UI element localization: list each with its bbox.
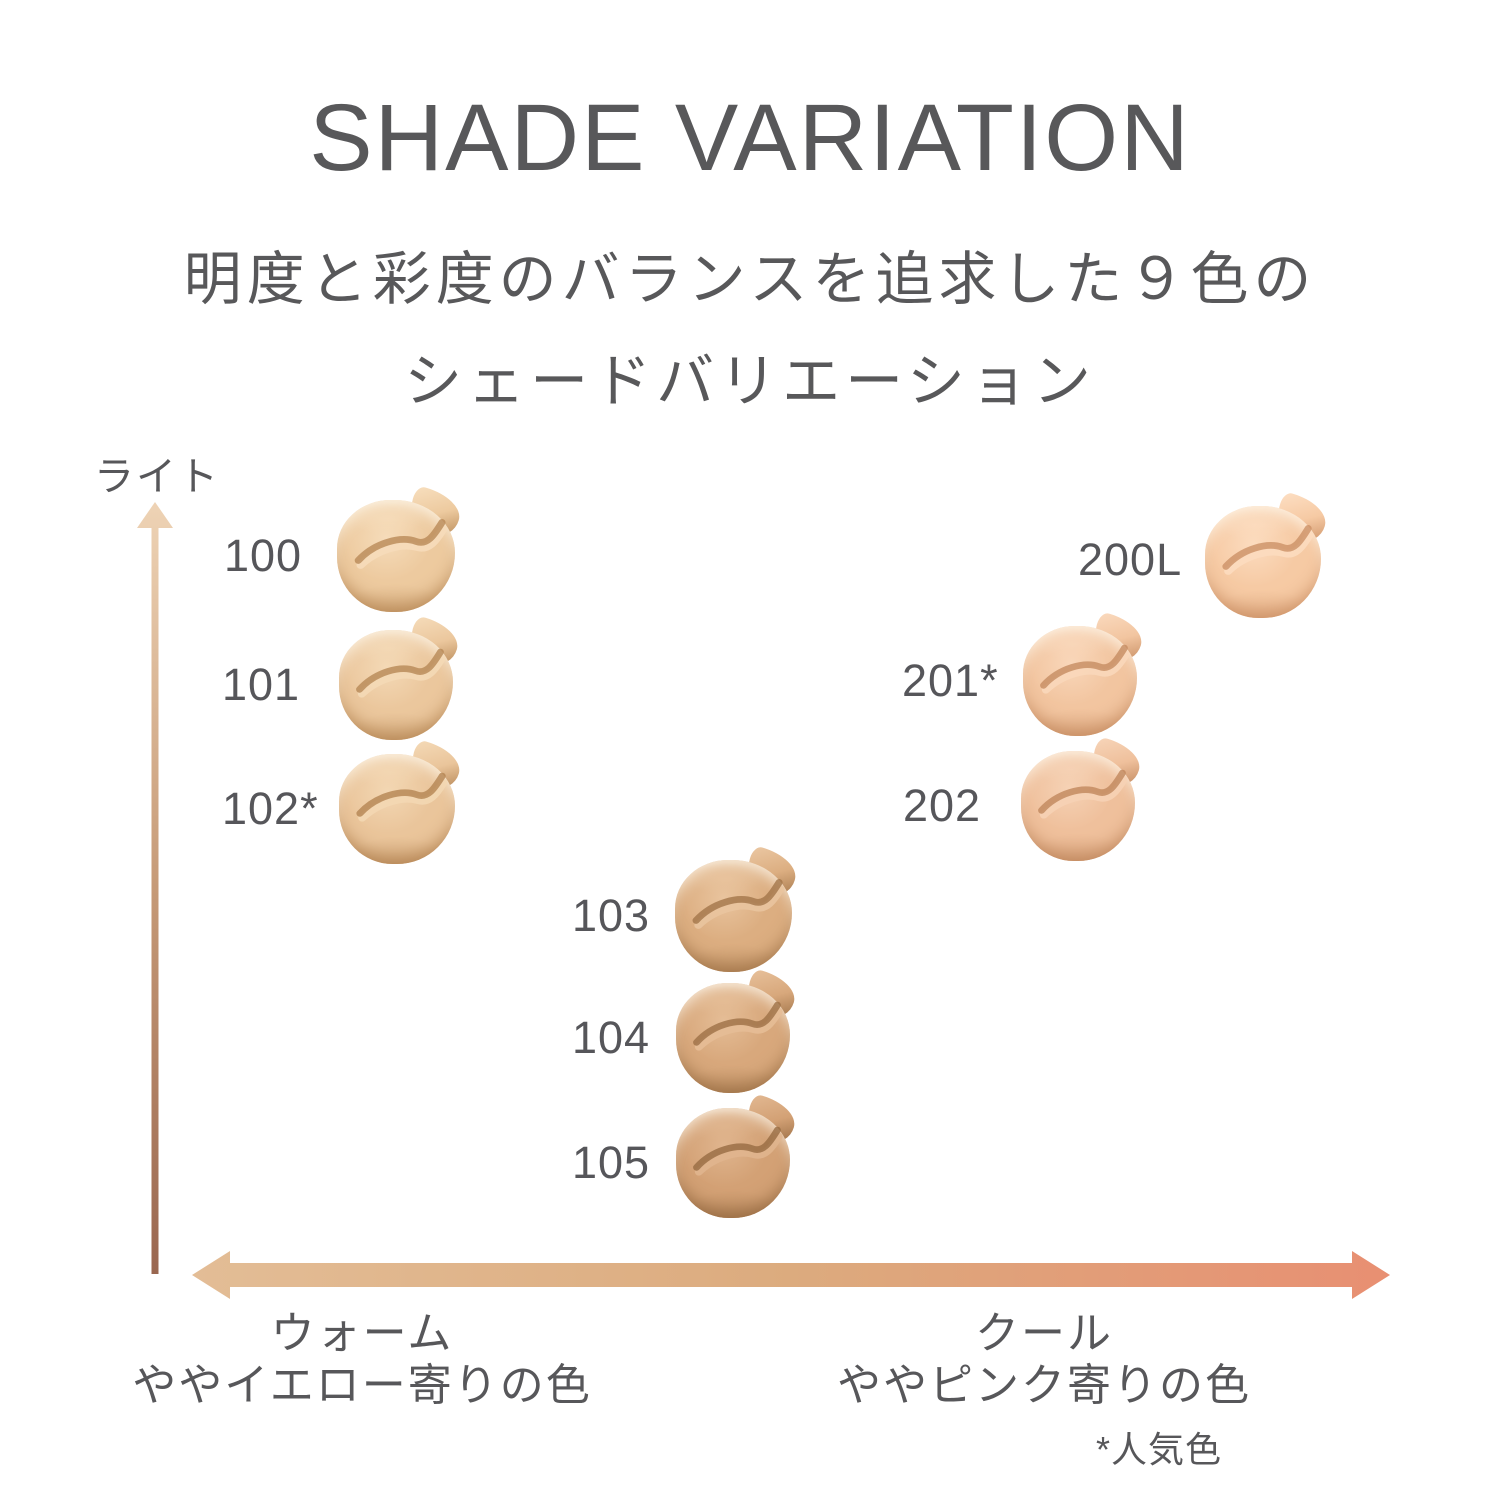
shade-swatch	[676, 1093, 800, 1218]
shade-swatch	[1023, 611, 1147, 736]
shade-swatch	[339, 739, 465, 864]
cream-blob	[674, 860, 792, 972]
cream-blob	[1205, 506, 1321, 618]
shade-swatch	[339, 615, 463, 740]
cool-title: クール	[975, 1309, 1113, 1358]
subtitle-line-1: 明度と彩度のバランスを追求した９色の	[183, 247, 1317, 312]
cream-swirl-icon	[1040, 644, 1130, 694]
shade-label: 103	[572, 890, 651, 941]
page-title: SHADE VARIATION	[309, 85, 1191, 191]
popular-shade-footnote: *人気色	[1095, 1429, 1222, 1470]
cream-blob	[339, 630, 453, 740]
shade-swatch	[1205, 491, 1331, 618]
shade-label: 200L	[1078, 534, 1183, 585]
cream-blob	[1023, 626, 1137, 736]
cream-swirl-icon	[693, 1001, 783, 1051]
shade-label: 101	[222, 659, 301, 710]
shade-swatch	[1021, 736, 1145, 861]
cool-description: ややピンク寄りの色	[837, 1361, 1251, 1410]
warm-axis-label: ウォーム ややイエロー寄りの色	[62, 1308, 662, 1412]
cream-swirl-icon	[1222, 525, 1314, 575]
shade-label: 105	[572, 1137, 651, 1188]
cream-swirl-icon	[354, 519, 448, 569]
light-axis-label: ライト	[94, 455, 220, 499]
cream-blob	[676, 983, 790, 1093]
lightness-axis-arrow-icon	[137, 502, 173, 1274]
shade-label: 201*	[902, 655, 999, 706]
warm-title: ウォーム	[270, 1309, 454, 1358]
warm-cool-axis-arrow-icon	[192, 1251, 1390, 1299]
cream-swirl-icon	[692, 879, 784, 929]
shade-swatch	[676, 968, 800, 1093]
shade-swatch	[337, 485, 465, 612]
cream-blob	[337, 500, 455, 612]
cream-swirl-icon	[693, 1126, 783, 1176]
cream-blob	[1021, 751, 1135, 861]
cream-blob	[339, 754, 455, 864]
shade-label: 102*	[222, 783, 319, 834]
shade-label: 104	[572, 1012, 651, 1063]
cool-axis-label: クール ややピンク寄りの色	[744, 1308, 1344, 1412]
shade-label: 202	[903, 780, 982, 831]
cream-blob	[676, 1108, 790, 1218]
shade-swatch	[674, 845, 802, 972]
shade-label: 100	[224, 530, 303, 581]
subtitle-line-2: シェードバリエーション	[404, 349, 1096, 414]
cream-swirl-icon	[356, 648, 446, 698]
warm-description: ややイエロー寄りの色	[132, 1361, 592, 1410]
cream-swirl-icon	[356, 772, 448, 822]
cream-swirl-icon	[1038, 769, 1128, 819]
